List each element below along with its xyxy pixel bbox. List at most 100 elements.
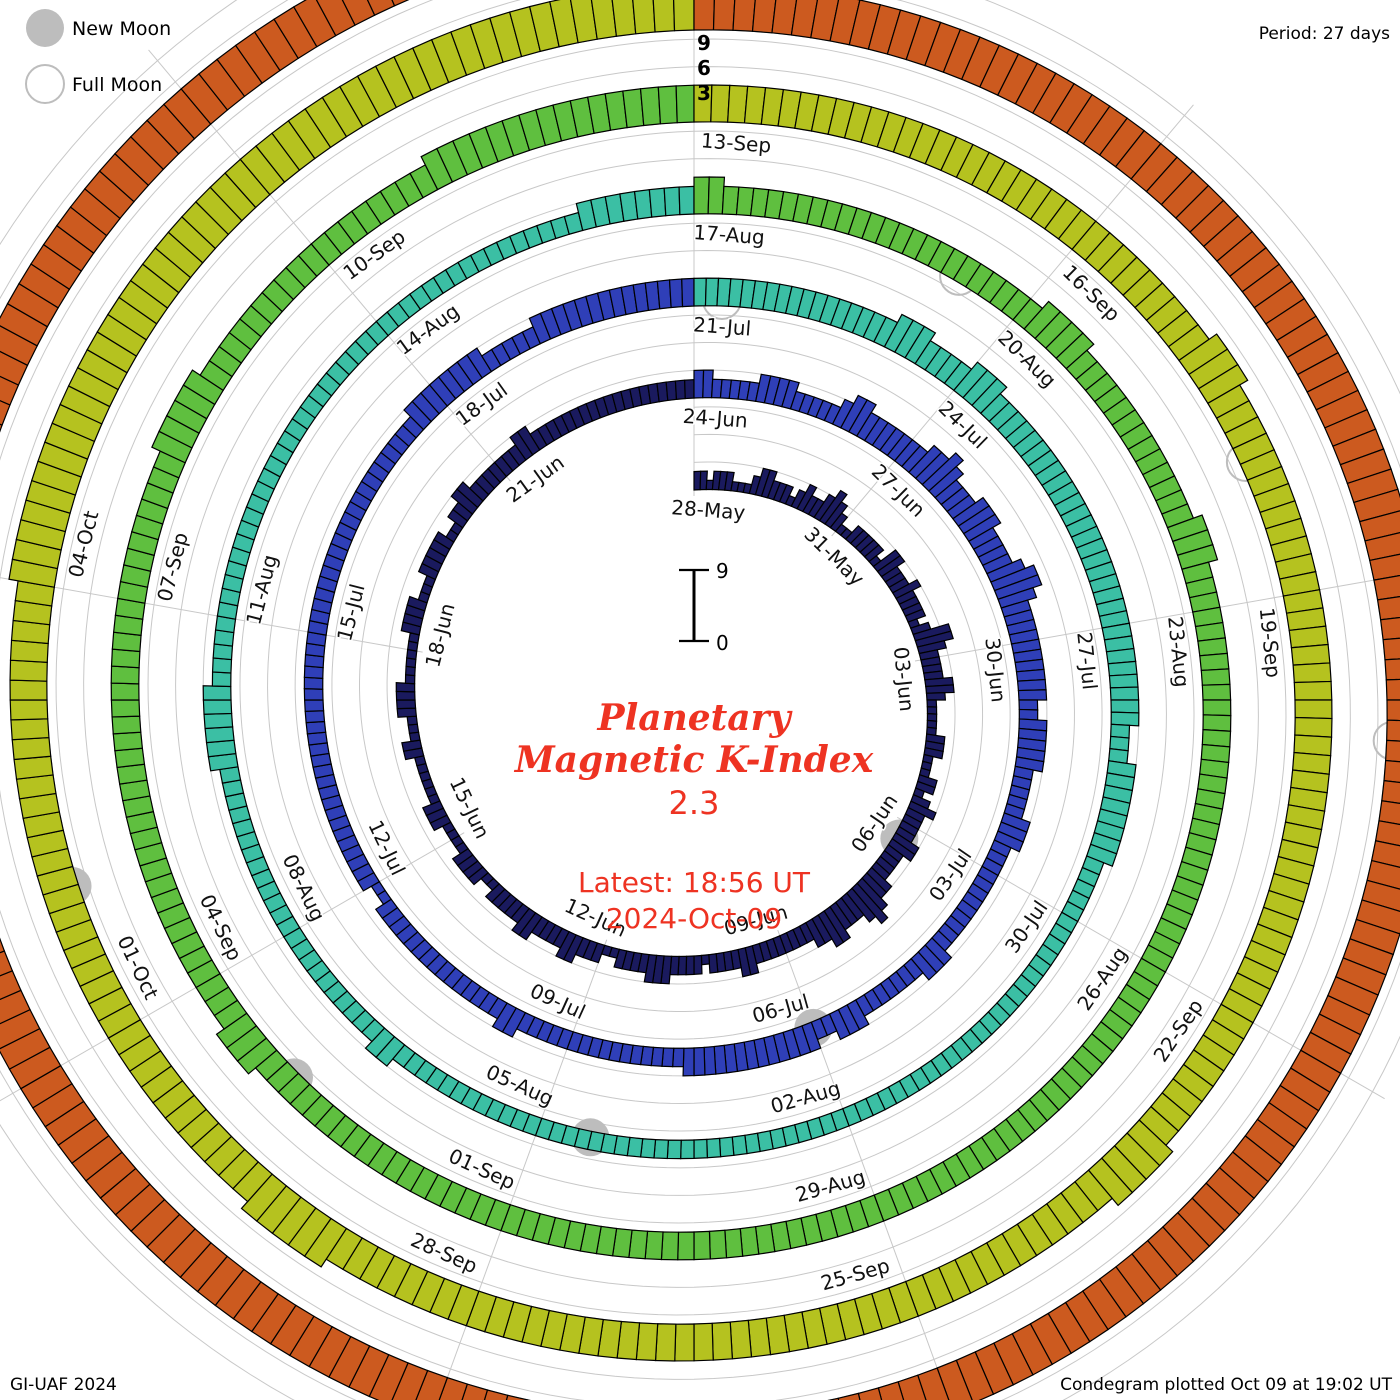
k-index-bar [668, 278, 684, 309]
k-index-bar [993, 830, 1025, 853]
k-index-bar [0, 350, 29, 386]
k-index-bar [415, 1369, 449, 1400]
radial-scale-numbers: 9 6 3 [697, 31, 711, 105]
k-index-bar [407, 723, 420, 734]
k-index-bar [1374, 820, 1400, 847]
k-index-bar [590, 0, 618, 40]
k-index-bar [1383, 759, 1400, 784]
k-index-bar [1386, 699, 1400, 722]
k-index-bar [1384, 658, 1400, 681]
k-index-bar [672, 1047, 685, 1068]
k-index-bar [857, 1387, 883, 1400]
ring-date-label: 24-Jun [682, 404, 749, 433]
k-index-bar [293, 0, 337, 48]
k-index-bar [110, 699, 141, 718]
k-index-bar [971, 377, 1008, 415]
k-index-bar [211, 671, 232, 688]
k-index-bar [674, 379, 686, 401]
k-index-bar [0, 375, 20, 406]
k-index-bar [182, 369, 225, 406]
ring-k-gridline-6 [175, 158, 1167, 1196]
k-index-bar [215, 1012, 258, 1049]
k-index-bar [829, 0, 861, 46]
k-index-bar [0, 325, 38, 367]
k-index-bar [203, 712, 234, 730]
k-index-bar [914, 780, 936, 796]
k-index-bar [406, 595, 428, 612]
k-index-bar [732, 0, 756, 32]
k-index-bar [202, 699, 233, 715]
latest-time: Latest: 18:56 UT [578, 866, 811, 899]
k-index-bar [805, 918, 826, 949]
k-index-bar [916, 1367, 950, 1400]
ring-k-gridline-9 [239, 222, 1103, 1132]
ring-k-gridline-9 [55, 38, 1287, 1316]
k-index-bar [1381, 779, 1400, 805]
k-index-bar [1202, 714, 1232, 732]
ring-date-label: 18-Jun [420, 601, 459, 670]
k-index-bar [818, 489, 848, 525]
k-index-bar [925, 692, 947, 701]
ring-date-label: 15-Jul [332, 581, 370, 643]
k-index-bar [876, 554, 906, 578]
k-index-bar [760, 469, 778, 499]
k-index-bar [693, 954, 703, 976]
k-index-bar [1110, 711, 1140, 727]
k-index-bar [891, 578, 922, 600]
gauge-label-min: 0 [716, 631, 729, 655]
k-index-bar [693, 1046, 706, 1077]
k-index-bar [731, 1134, 748, 1157]
k-index-bar [653, 1138, 670, 1160]
k-index-bar [828, 1008, 851, 1041]
k-index-bar [406, 715, 419, 726]
k-index-bar [678, 185, 695, 216]
k-index-bar [511, 907, 537, 936]
k-index-bar [395, 682, 416, 693]
k-index-bar [693, 0, 715, 31]
k-index-bar [644, 1230, 664, 1261]
k-index-bar [926, 706, 938, 715]
k-index-bar [700, 954, 711, 966]
k-index-bar [391, 1362, 429, 1400]
k-index-bar [1385, 739, 1400, 763]
k-index-bar [13, 755, 54, 780]
ring-k-gridline-6 [83, 66, 1259, 1288]
k-index-bar [863, 544, 885, 563]
k-index-bar [887, 837, 916, 863]
k-index-bar [483, 1389, 509, 1400]
k-index-bar [456, 481, 484, 509]
k-index-bar [305, 720, 327, 735]
k-index-bar [660, 1231, 680, 1261]
k-index-bar [0, 1027, 51, 1070]
k-index-bar [315, 0, 356, 37]
k-index-bar [1109, 686, 1140, 701]
k-index-bar [706, 1137, 722, 1159]
k-index-bar [110, 682, 140, 701]
k-index-bar [484, 883, 506, 903]
k-index-bar [204, 726, 235, 744]
k-index-bar [693, 176, 710, 215]
k-index-bar [466, 347, 493, 379]
ring-date-label: 27-Jul [1072, 631, 1102, 691]
k-index-bar [451, 847, 474, 867]
k-index-bar [677, 1231, 695, 1261]
k-index-bar [790, 0, 819, 39]
k-index-bar [993, 574, 1043, 600]
k-index-bar [927, 465, 965, 499]
k-index-bar [648, 187, 667, 218]
k-index-bar [724, 471, 735, 492]
k-index-bar [1197, 637, 1228, 657]
k-index-bar [240, 1173, 288, 1222]
legend-full-moon-label: Full Moon [72, 74, 162, 96]
k-index-bar [781, 379, 800, 410]
k-index-bar [739, 1226, 760, 1257]
k-index-bar [693, 1322, 714, 1362]
ring-k-gridline-6 [267, 250, 1075, 1104]
k-index-bar [341, 0, 376, 26]
k-index-bar [0, 989, 31, 1025]
ring-date-label: 13-Sep [700, 128, 772, 157]
chart-title-line2: Magnetic K-Index [513, 739, 874, 781]
k-index-bar [10, 718, 50, 741]
